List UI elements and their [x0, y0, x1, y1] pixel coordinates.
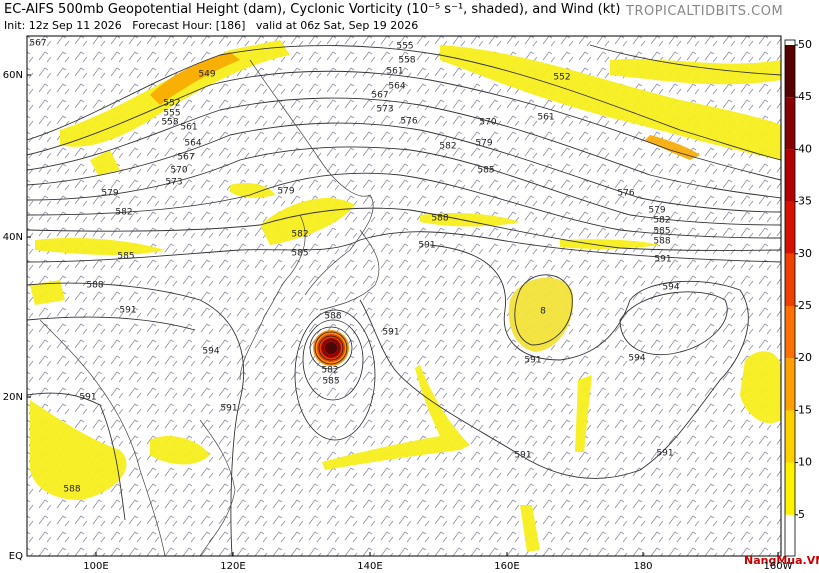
contour-label: 567 [371, 91, 388, 101]
lat-label: 60N [3, 70, 23, 81]
colorbar-segment [785, 306, 795, 359]
colorbar-frame [784, 39, 796, 557]
contour-label: 576 [400, 117, 417, 127]
colorbar-segment [785, 462, 795, 515]
contour-label: 594 [662, 283, 679, 293]
lon-label: 160E [494, 561, 519, 572]
lat-label: EQ [9, 551, 23, 562]
contour-label: 558 [161, 118, 178, 128]
contour-label: 555 [396, 42, 413, 52]
contour-label: 585 [291, 249, 308, 259]
contour-label: 8 [540, 307, 546, 317]
contour-label: 555 [163, 109, 180, 119]
contour-label: 585 [117, 252, 134, 262]
contour-label: 591 [656, 449, 673, 459]
colorbar-label: 25 [798, 299, 812, 312]
watermark: NangMua.VN [744, 554, 819, 567]
lon-label: 120E [220, 561, 245, 572]
contour-label: 588 [653, 237, 670, 247]
contour-label: 591 [418, 241, 435, 251]
contour-label: 591 [119, 306, 136, 316]
typhoon-core [294, 309, 376, 441]
contour-label: 585 [477, 166, 494, 176]
lon-label: 100E [83, 561, 108, 572]
contour-label: 594 [202, 347, 219, 357]
contour-label: 573 [376, 105, 393, 115]
contour-label: 564 [388, 82, 405, 92]
colorbar-label: 10 [798, 456, 812, 469]
contour-label: 588 [86, 281, 103, 291]
height-contours [26, 44, 782, 557]
contour-label: 579 [277, 187, 294, 197]
contour-label: 564 [184, 139, 201, 149]
colorbar-label: 5 [798, 508, 805, 521]
title: EC-AIFS 500mb Geopotential Height (dam),… [4, 2, 621, 17]
contour-label: 582 [439, 142, 456, 152]
contour-label: 552 [553, 73, 570, 83]
contour-label: 567 [29, 39, 46, 49]
contour-label: 591 [79, 393, 96, 403]
contour-label: 561 [386, 67, 403, 77]
contour-label: 591 [524, 356, 541, 366]
contour-label: 582 [115, 208, 132, 218]
contour-label: 588 [431, 214, 448, 224]
contour-label: 582 [291, 230, 308, 240]
vorticity-shading-strong [150, 52, 700, 160]
map-frame [26, 35, 782, 557]
colorbar-label: 30 [798, 247, 812, 260]
colorbar-segment [785, 45, 795, 98]
colorbar-label: 40 [798, 142, 812, 155]
colorbar-segment [785, 253, 795, 306]
contour-label: 591 [654, 255, 671, 265]
coastlines [39, 59, 380, 557]
contour-label: 585 [322, 377, 339, 387]
contour-label: 591 [382, 328, 399, 338]
subtitle: Init: 12z Sep 11 2026 Forecast Hour: [18… [4, 19, 419, 32]
contour-label: 582 [321, 366, 338, 376]
colorbar-label: 20 [798, 351, 812, 364]
lat-label: 20N [3, 392, 23, 403]
colorbar-segment [785, 358, 795, 411]
contour-label: 552 [163, 99, 180, 109]
colorbar-segment [785, 97, 795, 150]
contour-label: 588 [324, 312, 341, 322]
lon-label: 160W [764, 561, 793, 572]
contour-label: 573 [165, 178, 182, 188]
contour-label: 594 [628, 354, 645, 364]
colorbar-segment [785, 201, 795, 254]
site-label: TROPICALTIDBITS.COM [626, 4, 784, 19]
colorbar-label: 50 [798, 38, 812, 51]
lon-label: 140E [357, 561, 382, 572]
colorbar-segment [785, 149, 795, 202]
colorbar-label: 45 [798, 90, 812, 103]
lat-label: 40N [3, 232, 23, 243]
contour-label: 591 [220, 404, 237, 414]
contour-label: 561 [180, 123, 197, 133]
contour-label: 567 [177, 153, 194, 163]
contour-label: 582 [653, 216, 670, 226]
contour-label: 591 [514, 451, 531, 461]
contour-label: 579 [475, 139, 492, 149]
contour-label: 576 [617, 189, 634, 199]
colorbar-label: 35 [798, 195, 812, 208]
contour-label: 579 [648, 206, 665, 216]
lon-label: 180 [633, 561, 652, 572]
contour-label: 570 [479, 118, 496, 128]
colorbar-segment [785, 410, 795, 463]
contour-label: 588 [63, 485, 80, 495]
contour-label: 585 [653, 227, 670, 237]
colorbar-label: 15 [798, 403, 812, 416]
contour-label: 570 [170, 166, 187, 176]
contour-label: 579 [101, 189, 118, 199]
contour-label: 549 [198, 70, 215, 80]
contour-label: 561 [537, 113, 554, 123]
contour-label: 558 [398, 56, 415, 66]
